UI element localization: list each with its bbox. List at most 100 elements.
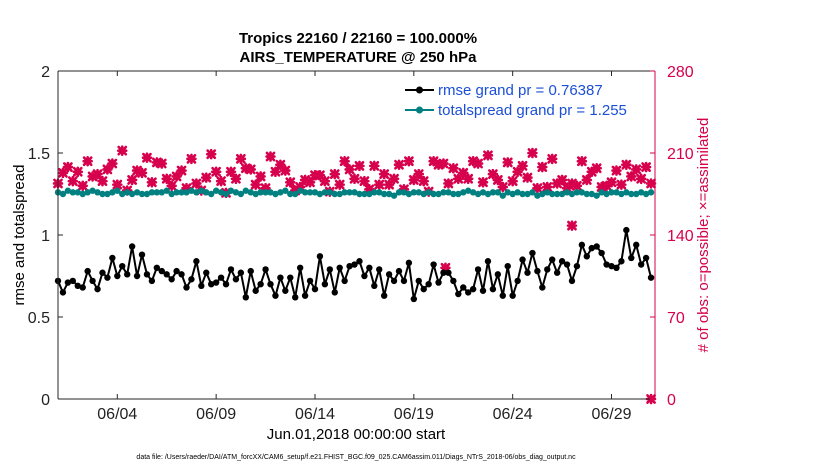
totalspread-point [119, 190, 126, 198]
obs-count-marker [635, 173, 647, 185]
obs-count-marker [369, 160, 380, 172]
totalspread-point [311, 189, 319, 196]
totalspread-point [193, 189, 200, 196]
totalspread-point [99, 190, 106, 198]
obs-count-marker [413, 168, 425, 180]
totalspread-point [183, 189, 190, 196]
rmse-point [558, 258, 566, 265]
totalspread-point [222, 190, 230, 198]
rmse-point [217, 274, 225, 281]
rmse-point [524, 269, 531, 276]
obs-count-marker [92, 168, 103, 180]
totalspread-point [613, 189, 620, 196]
obs-count-marker [596, 181, 607, 193]
rmse-point [390, 277, 398, 285]
rmse-point [84, 267, 91, 275]
obs-count-marker [428, 155, 439, 167]
totalspread-point [301, 189, 309, 196]
totalspread-point [262, 189, 269, 196]
rmse-point [282, 287, 289, 294]
rmse-point [593, 243, 600, 250]
obs-count-marker [245, 164, 256, 175]
obs-count-marker [62, 161, 74, 173]
rmse-point [469, 285, 477, 293]
totalspread-point [366, 190, 373, 198]
rmse-point [603, 261, 610, 268]
totalspread-point [356, 190, 363, 198]
obs-count-marker [364, 184, 375, 195]
rmse-point [99, 269, 106, 276]
rmse-point [489, 285, 497, 293]
rmse-point [242, 294, 249, 301]
obs-count-marker [72, 166, 84, 178]
obs-count-marker [210, 166, 222, 178]
y-left-tick-label: 2 [41, 64, 50, 81]
totalspread-point [316, 190, 324, 198]
totalspread-point [376, 189, 383, 196]
obs-count-marker [319, 175, 331, 187]
totalspread-point [331, 190, 338, 198]
rmse-point [534, 267, 541, 275]
obs-count-marker [611, 165, 622, 176]
totalspread-point [84, 189, 91, 196]
obs-count-marker [186, 153, 197, 165]
rmse-point [168, 276, 175, 283]
rmse-point [519, 256, 526, 263]
y-right-tick-label: 70 [667, 310, 685, 327]
totalspread-point [148, 189, 156, 196]
obs-count-marker [314, 169, 326, 181]
rmse-point [94, 285, 101, 293]
totalspread-point [208, 190, 215, 198]
obs-count-marker [235, 153, 247, 165]
totalspread-point [494, 189, 502, 196]
obs-count-marker [112, 179, 123, 190]
y-axis-right-ticks: 0 70 140 210 280 [650, 64, 694, 409]
rmse-point [405, 259, 413, 267]
totalspread-point [59, 190, 67, 198]
rmse-point [361, 272, 368, 280]
rmse-point [494, 271, 502, 278]
rmse-point [257, 281, 264, 288]
obs-count-marker [141, 152, 153, 163]
rmse-point [114, 272, 121, 280]
obs-count-marker [438, 158, 449, 169]
totalspread-point [628, 190, 635, 198]
totalspread-point [578, 189, 586, 196]
rmse-point [440, 269, 447, 276]
obs-count-marker [166, 180, 177, 192]
obs-count-marker [151, 157, 163, 168]
totalspread-point [272, 190, 279, 198]
totalspread-point [282, 187, 289, 194]
obs-count-marker [576, 155, 588, 167]
rmse-point [138, 251, 146, 258]
obs-count-marker [82, 155, 93, 167]
obs-count-marker [240, 162, 252, 174]
rmse-point [232, 276, 240, 283]
totalspread-point [568, 190, 576, 198]
rmse-point [563, 261, 571, 268]
rmse-point [450, 277, 457, 285]
totalspread-point [371, 189, 378, 196]
totalspread-point [292, 190, 299, 198]
totalspread-point [425, 189, 432, 196]
totalspread-point [400, 189, 408, 196]
obs-count-marker [408, 174, 420, 186]
rmse-point [410, 295, 418, 303]
rmse-point [341, 277, 348, 285]
obs-count-marker [334, 179, 345, 190]
totalspread-point [395, 189, 403, 196]
rmse-point [208, 281, 215, 288]
rmse-point [366, 264, 373, 271]
y-right-tick-label: 210 [667, 146, 694, 163]
obs-count-marker [270, 166, 281, 178]
totalspread-point [469, 189, 477, 196]
totalspread-point [534, 192, 541, 199]
rmse-point [306, 277, 314, 285]
rmse-point [193, 258, 200, 265]
totalspread-point [445, 189, 452, 196]
obs-count-marker [502, 157, 513, 168]
obs-count-marker [546, 153, 558, 165]
obs-count-marker [378, 168, 390, 180]
y-left-tick-label: 1 [41, 228, 50, 245]
